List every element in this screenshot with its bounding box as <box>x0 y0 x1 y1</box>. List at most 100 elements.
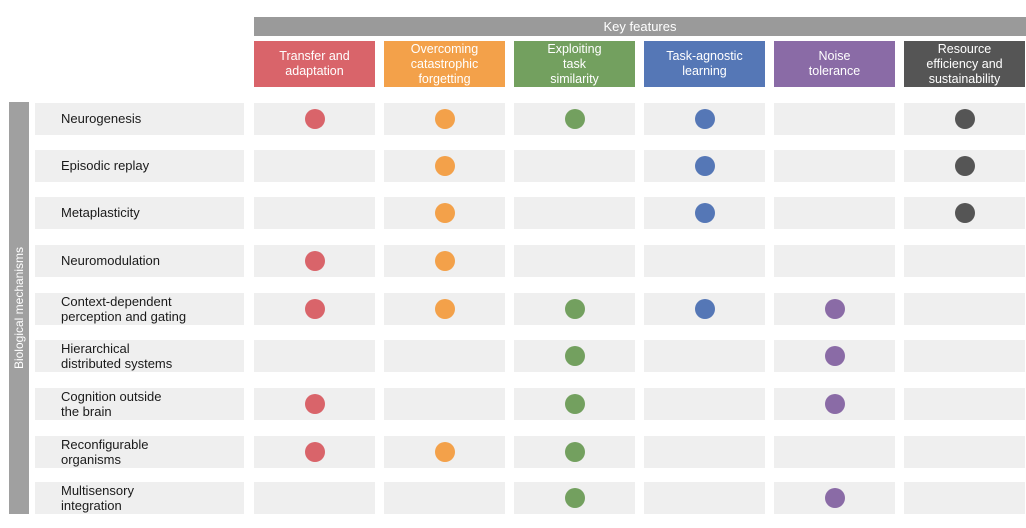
feature-dot <box>304 251 325 271</box>
feature-dot <box>564 442 585 462</box>
grid-cell <box>774 436 895 468</box>
row-label: Neurogenesis <box>35 103 244 135</box>
grid-cell <box>254 150 375 182</box>
feature-dot <box>564 109 585 129</box>
row-label: Episodic replay <box>35 150 244 182</box>
row-label: Hierarchical distributed systems <box>35 340 244 372</box>
key-features-header: Key features <box>254 17 1026 36</box>
row-label: Neuromodulation <box>35 245 244 277</box>
grid-cell <box>384 150 505 182</box>
grid-cell <box>384 197 505 229</box>
grid-cell <box>514 197 635 229</box>
grid-cell <box>514 482 635 514</box>
grid-cell <box>514 103 635 135</box>
grid-cell <box>904 293 1025 325</box>
grid-cell <box>254 103 375 135</box>
row-label: Multisensory integration <box>35 482 244 514</box>
feature-dot <box>304 299 325 319</box>
side-bar <box>9 102 29 514</box>
feature-dot <box>954 203 975 223</box>
row-label: Metaplasticity <box>35 197 244 229</box>
feature-dot <box>304 109 325 129</box>
grid-cell <box>904 482 1025 514</box>
grid-cell <box>644 340 765 372</box>
grid-cell <box>644 436 765 468</box>
grid-cell <box>514 245 635 277</box>
grid-cell <box>774 482 895 514</box>
grid-cell <box>904 197 1025 229</box>
feature-dot <box>824 394 845 414</box>
grid-cell <box>384 436 505 468</box>
grid-cell <box>384 482 505 514</box>
grid-cell <box>774 245 895 277</box>
row-label: Reconfigurable organisms <box>35 436 244 468</box>
row-label: Context-dependent perception and gating <box>35 293 244 325</box>
feature-dot <box>954 109 975 129</box>
grid-cell <box>514 388 635 420</box>
grid-cell <box>904 150 1025 182</box>
feature-dot <box>824 488 845 508</box>
grid-cell <box>254 436 375 468</box>
grid-cell <box>644 245 765 277</box>
grid-cell <box>774 340 895 372</box>
column-header-5: Noise tolerance <box>774 41 895 87</box>
grid-cell <box>254 197 375 229</box>
grid-cell <box>254 388 375 420</box>
feature-dot <box>564 488 585 508</box>
feature-dot <box>694 109 715 129</box>
column-header-4: Task-agnostic learning <box>644 41 765 87</box>
grid-cell <box>514 293 635 325</box>
feature-dot <box>694 156 715 176</box>
feature-dot <box>434 442 455 462</box>
grid-cell <box>514 150 635 182</box>
grid-cell <box>904 103 1025 135</box>
feature-dot <box>434 299 455 319</box>
grid-cell <box>644 482 765 514</box>
grid-cell <box>644 197 765 229</box>
feature-dot <box>694 203 715 223</box>
grid-cell <box>774 150 895 182</box>
grid-cell <box>774 388 895 420</box>
column-header-6: Resource efficiency and sustainability <box>904 41 1025 87</box>
grid-cell <box>254 482 375 514</box>
feature-dot <box>304 442 325 462</box>
column-header-3: Exploiting task similarity <box>514 41 635 87</box>
grid-cell <box>384 245 505 277</box>
grid-cell <box>774 103 895 135</box>
column-header-2: Overcoming catastrophic forgetting <box>384 41 505 87</box>
grid-cell <box>254 340 375 372</box>
grid-cell <box>384 340 505 372</box>
grid-cell <box>514 436 635 468</box>
grid-cell <box>904 245 1025 277</box>
feature-dot <box>434 156 455 176</box>
feature-dot <box>824 299 845 319</box>
row-label: Cognition outside the brain <box>35 388 244 420</box>
grid-cell <box>644 103 765 135</box>
grid-cell <box>904 436 1025 468</box>
feature-dot <box>564 299 585 319</box>
grid-cell <box>254 293 375 325</box>
grid-cell <box>514 340 635 372</box>
feature-dot <box>434 203 455 223</box>
grid-cell <box>904 388 1025 420</box>
feature-dot <box>694 299 715 319</box>
column-header-1: Transfer and adaptation <box>254 41 375 87</box>
feature-dot <box>434 251 455 271</box>
feature-dot <box>304 394 325 414</box>
grid-cell <box>254 245 375 277</box>
biological-mechanisms-label: Biological mechanisms <box>12 246 26 370</box>
grid-cell <box>384 103 505 135</box>
feature-dot <box>564 346 585 366</box>
feature-dot <box>434 109 455 129</box>
grid-cell <box>384 388 505 420</box>
grid-cell <box>774 197 895 229</box>
grid-cell <box>644 293 765 325</box>
grid-cell <box>644 388 765 420</box>
grid-cell <box>904 340 1025 372</box>
grid-cell <box>644 150 765 182</box>
feature-dot <box>564 394 585 414</box>
feature-dot <box>824 346 845 366</box>
grid-cell <box>384 293 505 325</box>
grid-cell <box>774 293 895 325</box>
feature-dot <box>954 156 975 176</box>
